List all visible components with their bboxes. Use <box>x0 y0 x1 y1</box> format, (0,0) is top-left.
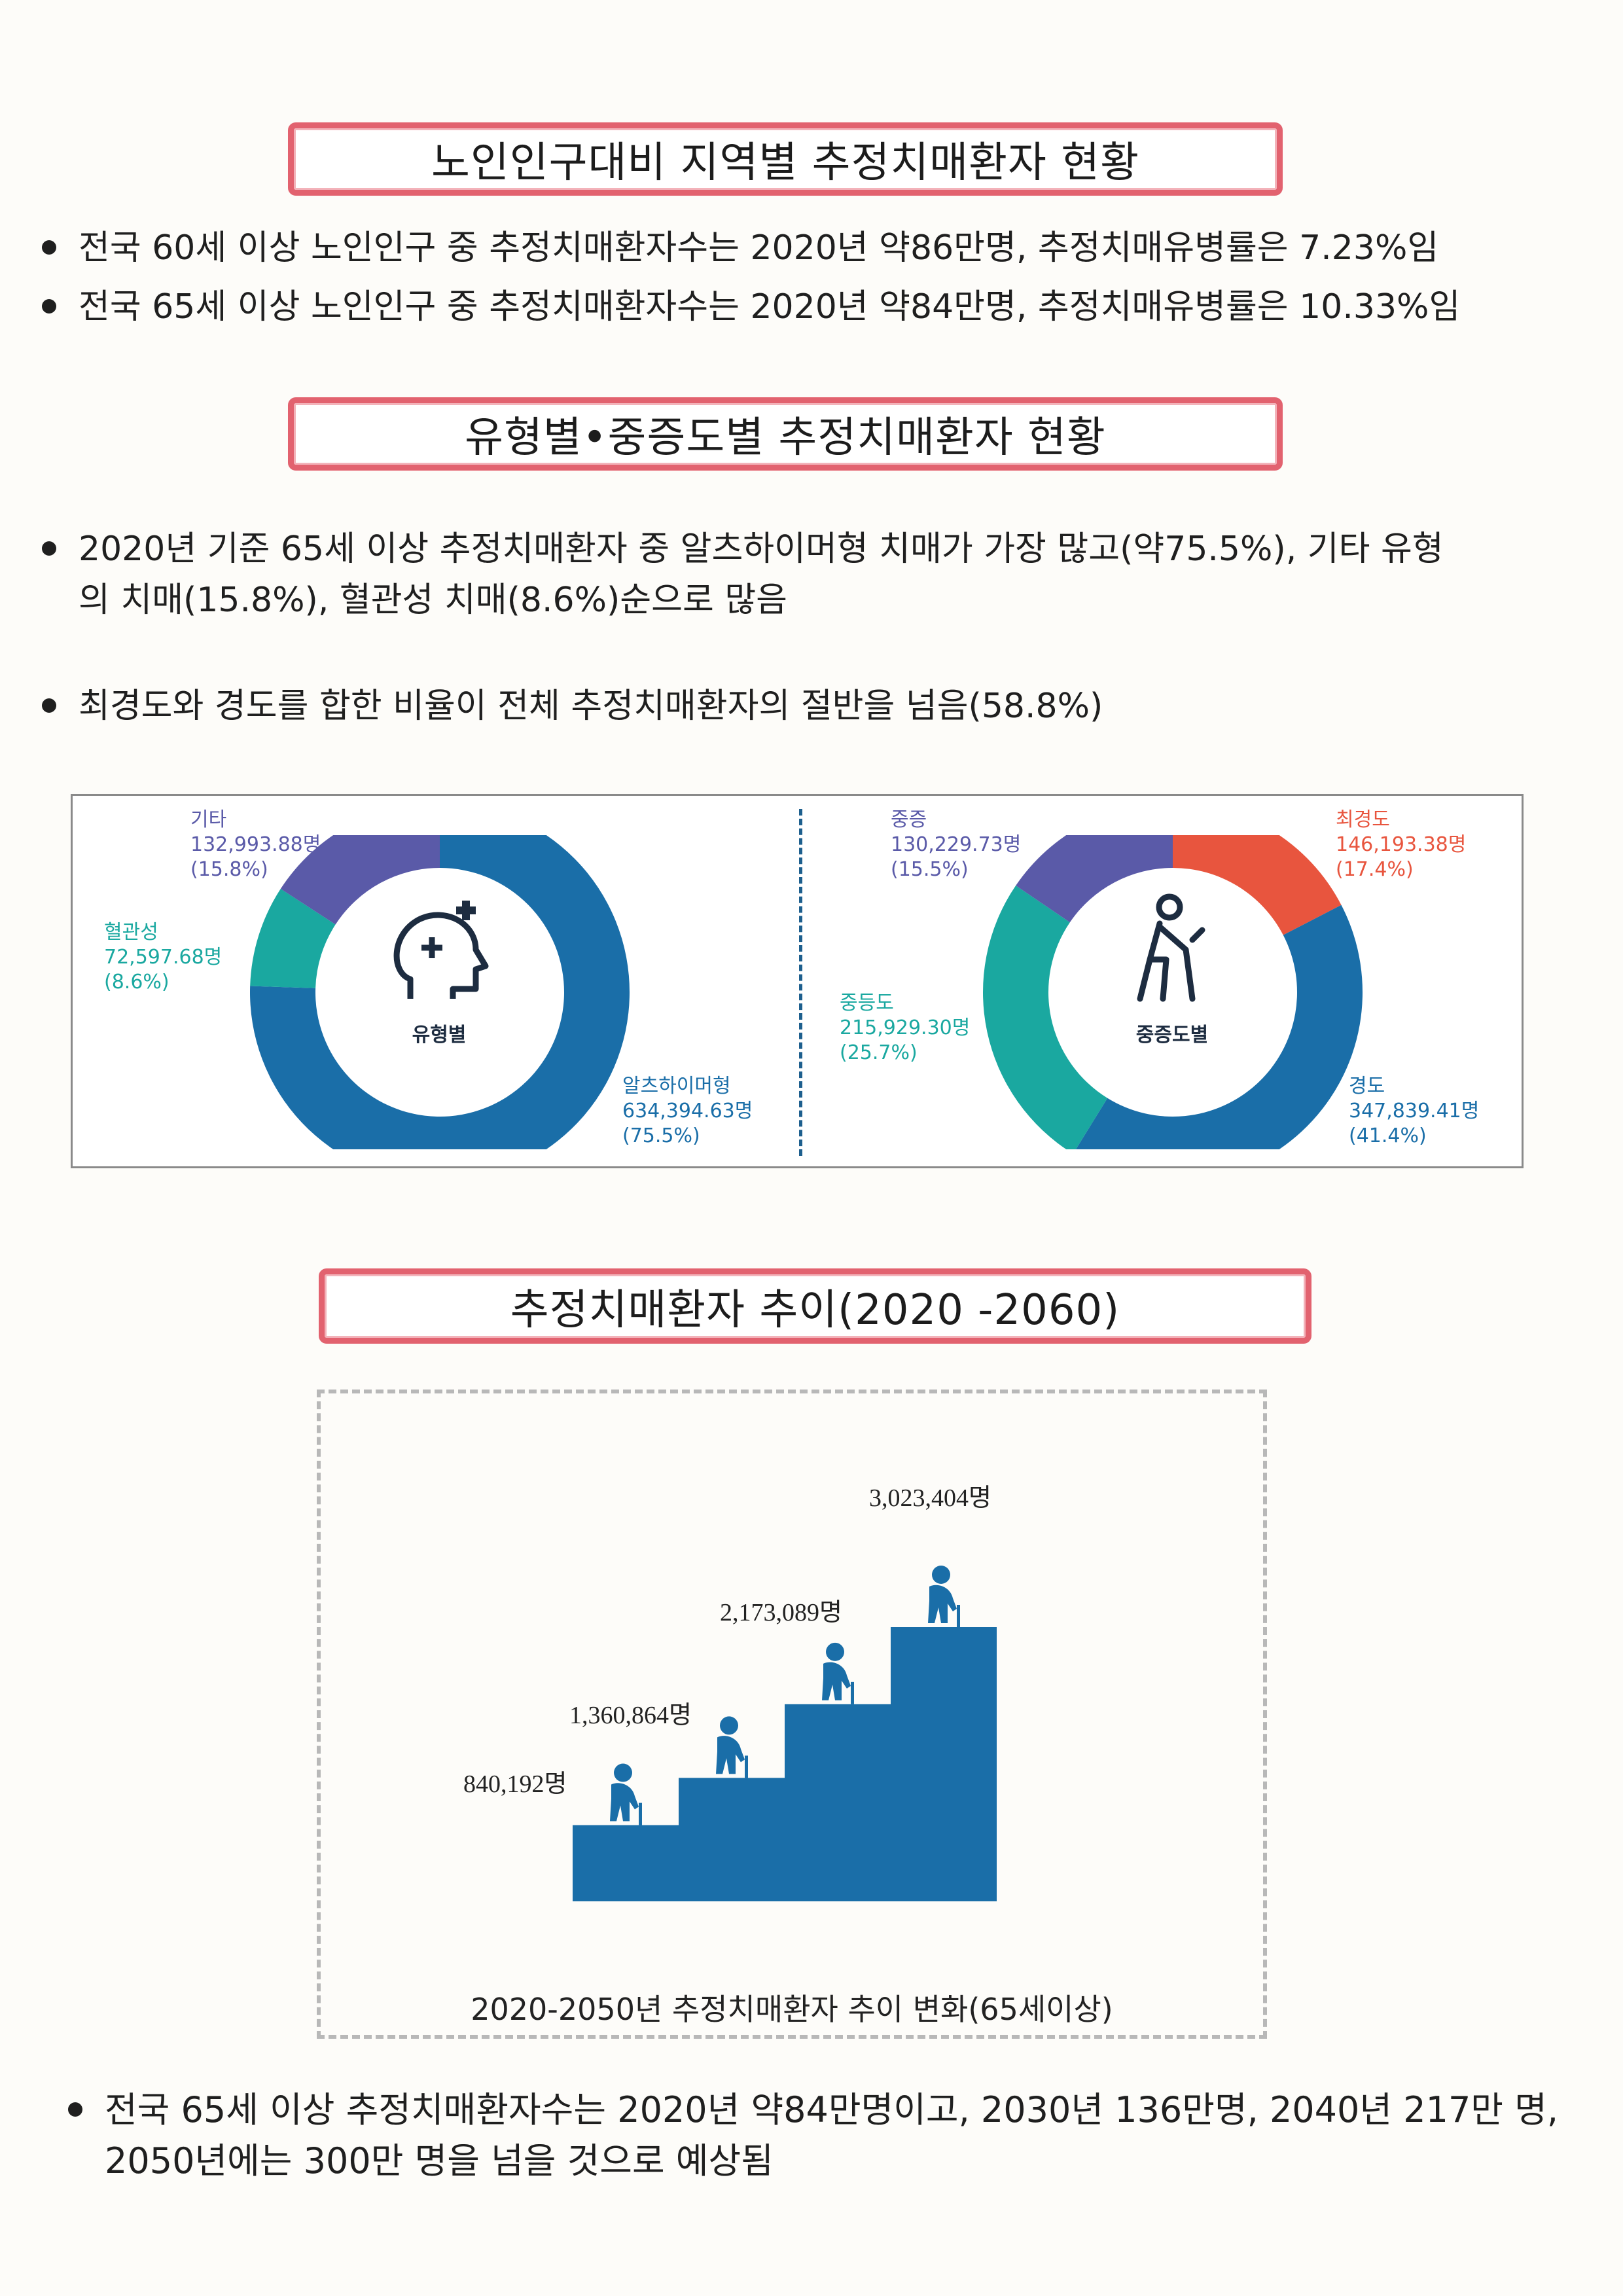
section3-title: 추정치매환자 추이(2020 -2060) <box>510 1285 1120 1335</box>
elderly-cane-icon <box>1137 893 1205 1002</box>
slice-vascular <box>250 889 336 988</box>
donut1-label-alzheimer: 알츠하이머형 634,394.63명 (75.5%) <box>622 1075 753 1147</box>
donut-chart-severity <box>983 835 1363 1149</box>
donut1-label-other: 기타 132,993.88명 (15.8%) <box>190 808 321 881</box>
section3-title-box: 추정치매환자 추이(2020 -2060) <box>319 1268 1311 1344</box>
section1-bullet-1: 전국 60세 이상 노인인구 중 추정치매환자수는 2020년 약86만명, 추… <box>39 223 1597 274</box>
stair-value-1: 840,192명 <box>463 1770 567 1798</box>
donut-chart-type <box>250 835 630 1149</box>
elderly-person-icon <box>610 1763 642 1825</box>
section1-title: 노인인구대비 지역별 추정치매환자 현황 <box>431 139 1139 187</box>
donut2-label-mild: 경도 347,839.41명 (41.4%) <box>1349 1075 1480 1147</box>
stairs-chart <box>573 1566 997 1901</box>
panel-divider <box>799 809 802 1156</box>
head-plus-icon <box>393 901 489 999</box>
donut2-center-label: 중증도별 <box>1135 1024 1209 1047</box>
donut2-label-severe: 중증 130,229.73명 (15.5%) <box>891 808 1022 881</box>
stair-step-4 <box>891 1627 997 1901</box>
stair-value-2: 1,360,864명 <box>569 1702 692 1729</box>
donut2-label-moderate: 중등도 215,929.30명 (25.7%) <box>840 992 971 1064</box>
section1-bullet-2: 전국 65세 이상 노인인구 중 추정치매환자수는 2020년 약84만명, 추… <box>39 281 1597 332</box>
section3-bullet: 전국 65세 이상 추정치매환자수는 2020년 약84만명이고, 2030년 … <box>65 2085 1597 2187</box>
stairs-caption: 2020-2050년 추정치매환자 추이 변화(65세이상) <box>471 1992 1113 2027</box>
section2-bullet-2: 최경도와 경도를 합한 비율이 전체 추정치매환자의 절반을 넘음(58.8%) <box>39 681 1597 732</box>
slice-severe <box>1016 835 1173 923</box>
elderly-person-icon <box>716 1716 748 1778</box>
slice-mild <box>1075 905 1363 1149</box>
stair-value-3: 2,173,089명 <box>720 1599 842 1626</box>
elderly-person-icon <box>928 1566 960 1627</box>
stair-value-4: 3,023,404명 <box>869 1484 991 1512</box>
donut1-label-vascular: 혈관성 72,597.68명 (8.6%) <box>104 921 223 994</box>
slice-other <box>280 835 440 925</box>
donut-charts-panel: 유형별 기타 132,993.88명 (15.8%) 혈관성 72,597.68… <box>71 794 1524 1168</box>
section2-title: 유형별•중증도별 추정치매환자 현황 <box>465 414 1106 462</box>
donut1-center-label: 유형별 <box>412 1024 467 1047</box>
slice-very-mild <box>1173 835 1342 935</box>
slice-moderate <box>983 885 1108 1149</box>
stairs-chart-panel: 840,192명 1,360,864명 2,173,089명 3,023,404… <box>317 1390 1267 2039</box>
elderly-person-icon <box>822 1642 854 1704</box>
section1-title-box: 노인인구대비 지역별 추정치매환자 현황 <box>288 122 1283 196</box>
section2-bullet-1: 2020년 기준 65세 이상 추정치매환자 중 알츠하이머형 치매가 가장 많… <box>39 524 1597 626</box>
section2-title-box: 유형별•중증도별 추정치매환자 현황 <box>288 397 1283 471</box>
donut2-label-very-mild: 최경도 146,193.38명 (17.4%) <box>1336 808 1467 881</box>
